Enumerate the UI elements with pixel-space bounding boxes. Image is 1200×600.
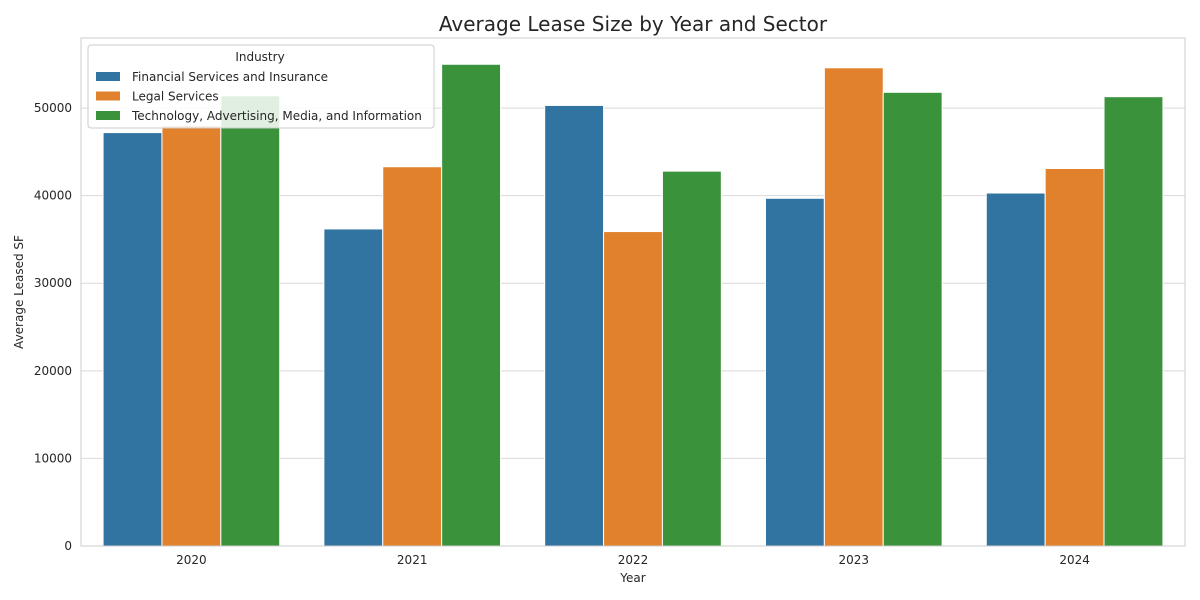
bars-layer [102, 63, 1164, 547]
ticks-layer: 0 10000 20000 30000 40000 50000 2020 2021 2022 20… [34, 101, 1090, 567]
bar [220, 95, 281, 547]
legend-entry-label: Financial Services and Insurance [132, 70, 328, 84]
y-axis-label: Average Leased SF [12, 235, 26, 349]
y-tick-label: 40000 [34, 189, 72, 203]
legend-entry-label: Legal Services [132, 90, 219, 104]
bar [441, 63, 502, 547]
x-tick-label: 2022 [618, 553, 649, 567]
x-tick-label: 2021 [397, 553, 428, 567]
bar [985, 192, 1046, 547]
legend-box [87, 44, 435, 129]
y-tick-label: 0 [64, 539, 72, 553]
x-tick-label: 2020 [176, 553, 207, 567]
legend-items: Financial Services and Insurance Legal Se… [96, 70, 422, 123]
legend-swatch [96, 111, 120, 120]
bar [882, 91, 943, 547]
bar [161, 125, 222, 547]
y-tick-label: 10000 [34, 451, 72, 465]
x-axis-label: Year [619, 571, 645, 585]
bar [1103, 96, 1164, 547]
bar [544, 104, 605, 547]
bar [323, 228, 384, 547]
legend-entry-label: Technology, Advertising, Media, and Info… [131, 109, 422, 123]
bar [661, 170, 722, 547]
bar [823, 67, 884, 547]
legend: Industry Financial Services and Insuranc… [87, 44, 435, 129]
bar [102, 132, 163, 547]
bar [603, 231, 663, 547]
y-tick-label: 20000 [34, 364, 72, 378]
x-tick-label: 2024 [1059, 553, 1090, 567]
legend-title: Industry [235, 50, 284, 64]
y-tick-label: 50000 [34, 101, 72, 115]
plot-frame [80, 37, 1186, 547]
y-tick-label: 30000 [34, 276, 72, 290]
bar [382, 166, 443, 547]
bar [764, 197, 825, 547]
chart-title: Average Lease Size by Year and Sector [439, 12, 828, 36]
legend-swatch [96, 91, 120, 101]
x-tick-label: 2023 [839, 553, 870, 567]
bar [1044, 168, 1105, 547]
legend-swatch [96, 72, 120, 81]
